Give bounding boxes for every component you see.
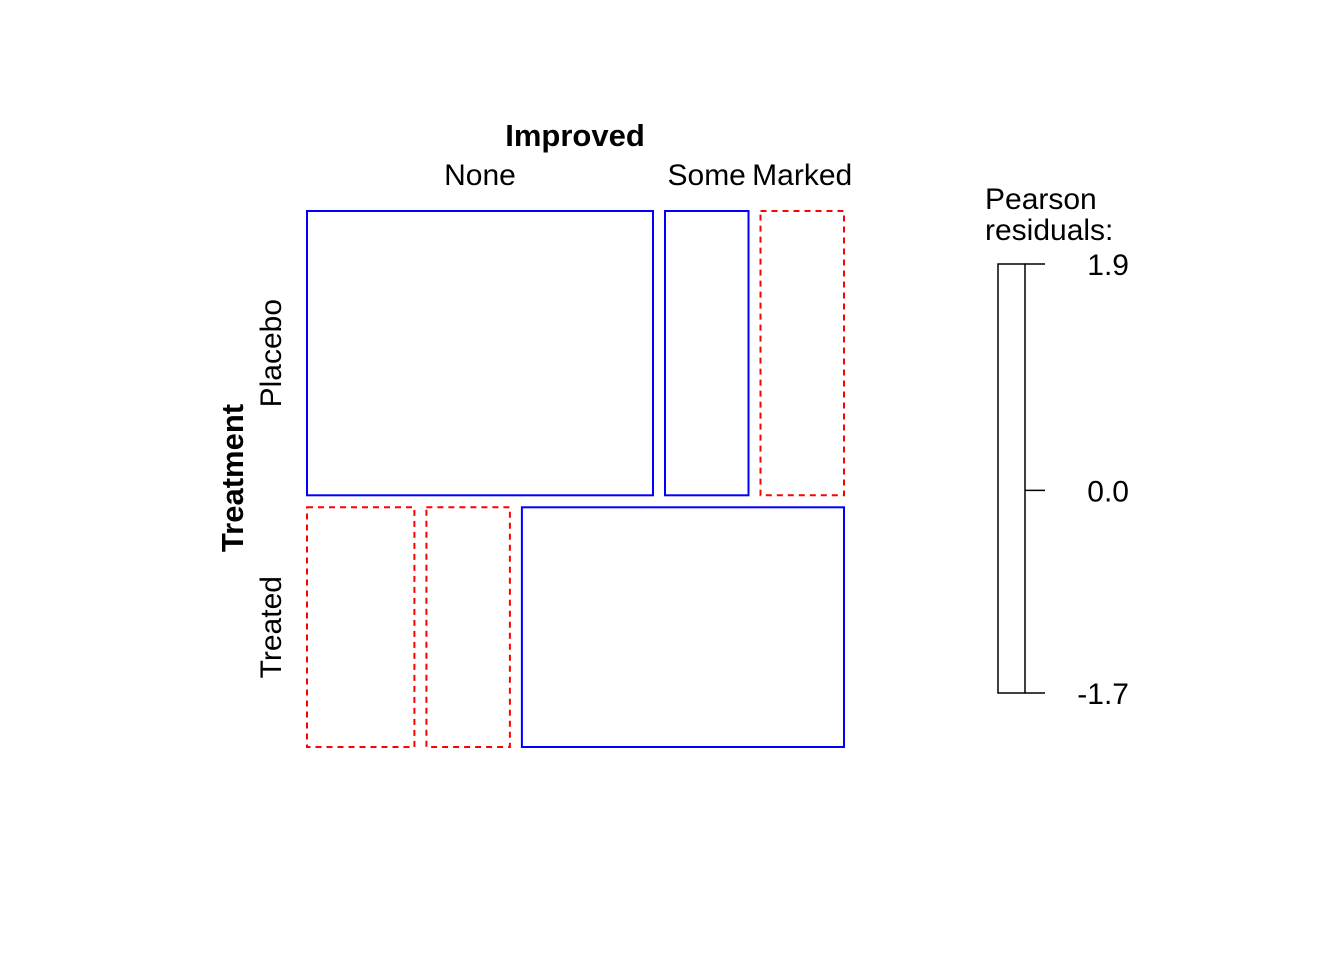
row-level-labels: Placebo Treated bbox=[255, 299, 288, 678]
column-variable-label: Improved bbox=[505, 118, 645, 153]
tile-placebo-none bbox=[306, 210, 654, 497]
row-label-treated: Treated bbox=[255, 576, 288, 678]
tile-treated-some bbox=[425, 506, 511, 748]
legend-tick-label-max: 1.9 bbox=[1087, 249, 1129, 282]
tile-treated-none bbox=[306, 506, 416, 748]
column-label-some: Some bbox=[668, 159, 746, 192]
legend-title-line2: residuals: bbox=[985, 214, 1113, 247]
column-level-labels: None Some Marked bbox=[444, 159, 852, 192]
column-label-none: None bbox=[444, 159, 516, 192]
tile-placebo-marked bbox=[759, 210, 845, 497]
legend-tick-label-mid: 0.0 bbox=[1087, 475, 1129, 508]
row-variable-label: Treatment bbox=[215, 404, 250, 552]
residual-legend: Pearson residuals: 1.9 0.0 -1.7 bbox=[985, 183, 1129, 711]
legend-scale-bar: 1.9 0.0 -1.7 bbox=[997, 249, 1129, 711]
tile-treated-marked bbox=[520, 506, 846, 748]
legend-color-bar bbox=[997, 263, 1026, 694]
mosaic-tiles bbox=[306, 210, 846, 748]
column-label-marked: Marked bbox=[752, 159, 852, 192]
legend-title-line1: Pearson bbox=[985, 183, 1097, 216]
legend-tick-label-min: -1.7 bbox=[1077, 678, 1129, 711]
row-label-placebo: Placebo bbox=[255, 299, 288, 407]
tile-placebo-some bbox=[664, 210, 750, 497]
